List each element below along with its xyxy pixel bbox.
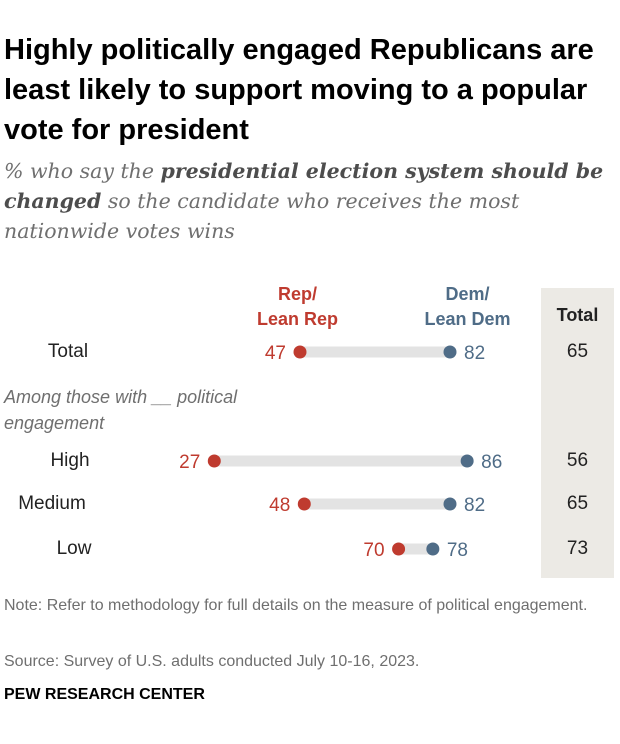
- rep-value-low: 70: [363, 540, 384, 561]
- chart-subtitle: % who say the presidential election syst…: [4, 156, 604, 246]
- total-column-background: [541, 288, 614, 578]
- legend-dem-line1: Dem/: [445, 284, 490, 304]
- group-label: Among those with __ political engagement: [4, 387, 238, 433]
- chart-title: Highly politically engaged Republicans a…: [4, 34, 594, 146]
- dem-dot-medium: [443, 497, 457, 511]
- total-value-total: 65: [566, 341, 589, 362]
- rep-dot-high: [207, 454, 221, 468]
- row-label-total: Total: [47, 341, 89, 362]
- footer-brand: PEW RESEARCH CENTER: [4, 686, 205, 703]
- subtitle-suffix: so the candidate who receives the most n…: [4, 189, 520, 243]
- total-value-high: 56: [566, 450, 589, 471]
- dem-dot-total: [443, 345, 457, 359]
- source: Source: Survey of U.S. adults conducted …: [4, 653, 420, 670]
- rep-dot-low: [392, 542, 406, 556]
- legend-rep: Rep/ Lean Rep: [240, 282, 355, 332]
- rep-value-high: 27: [179, 452, 200, 473]
- dem-dot-low: [426, 542, 440, 556]
- legend-dem-line2: Lean Dem: [424, 309, 511, 329]
- legend-dem: Dem/ Lean Dem: [405, 282, 530, 332]
- total-value-medium: 65: [566, 493, 589, 514]
- total-column-header: Total: [556, 305, 599, 325]
- row-label-high: High: [50, 450, 90, 471]
- legend-rep-line1: Rep/: [277, 284, 317, 304]
- dem-value-medium: 82: [464, 495, 485, 516]
- row-label-medium: Medium: [18, 493, 86, 514]
- dem-value-total: 82: [464, 343, 485, 364]
- note: Note: Refer to methodology for full deta…: [4, 597, 588, 614]
- subtitle-prefix: % who say the: [4, 159, 161, 183]
- subtitle-emphasis: presidential election system should be c…: [4, 159, 604, 213]
- rep-value-medium: 48: [269, 495, 290, 516]
- total-value-low: 73: [566, 538, 589, 559]
- rep-dot-medium: [297, 497, 311, 511]
- rep-value-total: 47: [265, 343, 286, 364]
- legend-rep-line2: Lean Rep: [256, 309, 339, 329]
- row-label-low: Low: [56, 538, 92, 559]
- rep-dot-total: [293, 345, 307, 359]
- dem-value-high: 86: [481, 452, 502, 473]
- dem-value-low: 78: [447, 540, 468, 561]
- dem-dot-high: [460, 454, 474, 468]
